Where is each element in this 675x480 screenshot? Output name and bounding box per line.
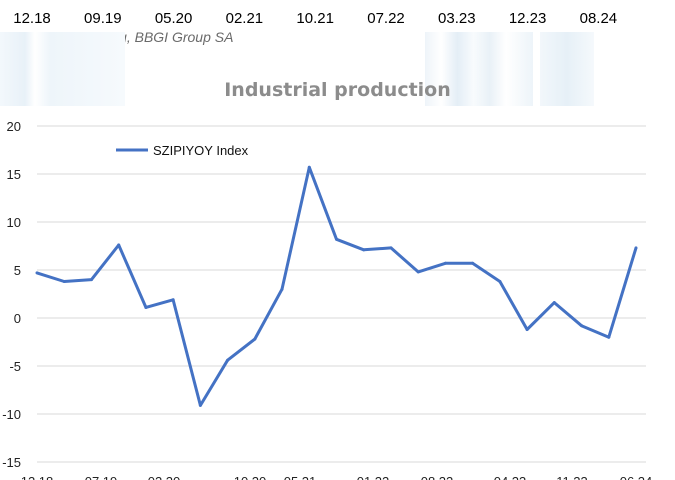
y-tick-label: -5 (9, 359, 21, 374)
x-tick-label: 07.19 (85, 474, 118, 480)
background-band (0, 32, 125, 106)
data-point (62, 280, 66, 284)
series-line-szipiyoy (36, 165, 638, 407)
data-point (634, 246, 638, 250)
legend-label: SZIPIYOY Index (153, 143, 249, 158)
data-point (117, 243, 121, 247)
x-tick-label: 02.20 (148, 474, 181, 480)
top-axis-tick-label: 02.21 (225, 10, 264, 27)
x-tick-label: 11.23 (556, 474, 588, 480)
y-tick-label: 5 (14, 263, 21, 278)
data-point (198, 403, 202, 407)
data-point (307, 165, 311, 169)
data-point (525, 328, 529, 332)
background-band (425, 32, 533, 106)
top-axis-tick-label: 08.24 (579, 10, 618, 27)
data-point (89, 278, 93, 282)
data-point (335, 237, 338, 241)
x-tick-label: 01.22 (357, 474, 390, 480)
y-axis-ticks: 20 15 10 5 0 -5 -10 -15 (2, 119, 21, 470)
data-point (471, 261, 475, 265)
top-axis-tick-label: 03.23 (438, 10, 476, 27)
top-axis-tick-label: 12.18 (13, 10, 51, 27)
y-tick-label: -15 (2, 455, 21, 470)
chart-title: Industrial production (224, 79, 451, 101)
x-tick-label: 05.21 (284, 474, 317, 480)
y-tick-label: 10 (7, 215, 21, 230)
data-point (416, 270, 420, 274)
legend: SZIPIYOY Index (116, 143, 249, 158)
data-point (362, 248, 366, 252)
data-point (580, 324, 584, 328)
data-point (389, 246, 393, 250)
data-point (226, 358, 230, 362)
data-point (171, 298, 175, 302)
top-axis-tick-label: 09.19 (84, 10, 122, 27)
y-tick-label: 15 (7, 167, 21, 182)
x-tick-label: 04.23 (494, 474, 527, 480)
data-point (607, 335, 611, 339)
y-tick-label: 0 (14, 311, 21, 326)
x-axis-ticks: 12.18 07.19 02.20 10.20 05.21 01.22 08.22 04.23… (21, 474, 653, 480)
data-point (280, 287, 284, 291)
x-tick-label: 10.20 (234, 474, 267, 480)
top-axis-tick-label: 07.22 (367, 10, 405, 27)
data-point (144, 305, 148, 309)
top-axis-tick-label: 12.23 (508, 10, 547, 27)
y-tick-label: -10 (2, 407, 21, 422)
data-point (552, 301, 556, 305)
background-band (540, 32, 594, 106)
series-layer (35, 165, 638, 407)
data-point (498, 280, 502, 284)
top-axis-tick-label: 10.21 (296, 10, 334, 27)
data-point (35, 271, 39, 275)
data-point (253, 337, 257, 341)
previous-chart-x-axis: 12.18 09.19 05.20 02.21 10.21 07.22 03.23 12.23… (0, 0, 675, 32)
x-tick-label: 08.22 (421, 474, 454, 480)
top-axis-tick-label: 05.20 (154, 10, 193, 27)
x-tick-label: 06.24 (620, 474, 653, 480)
gridlines (37, 125, 646, 463)
x-tick-label: 12.18 (21, 474, 54, 480)
y-tick-label: 20 (7, 119, 21, 134)
data-point (443, 261, 447, 265)
